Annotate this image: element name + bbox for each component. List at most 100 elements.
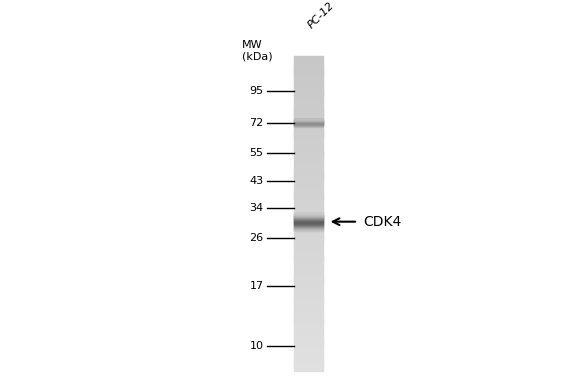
Bar	[294, 145, 323, 146]
Bar	[294, 327, 323, 328]
Bar	[294, 130, 323, 132]
Bar	[294, 275, 323, 277]
Bar	[294, 299, 323, 301]
Bar	[294, 146, 323, 147]
Bar	[294, 73, 323, 75]
Bar	[294, 324, 323, 325]
Text: 43: 43	[250, 176, 264, 186]
Bar	[294, 254, 323, 256]
Bar	[294, 132, 323, 134]
Bar	[294, 361, 323, 363]
Bar	[294, 144, 323, 145]
Bar	[294, 181, 323, 182]
Bar	[294, 355, 323, 356]
Bar	[294, 71, 323, 73]
Bar	[294, 336, 323, 338]
Bar	[294, 310, 323, 311]
Bar	[294, 274, 323, 276]
Bar	[294, 348, 323, 349]
Bar	[294, 240, 323, 242]
Bar	[294, 152, 323, 153]
Bar	[294, 325, 323, 327]
Bar	[294, 226, 323, 227]
Bar	[294, 220, 323, 221]
Bar	[294, 312, 323, 313]
Bar	[294, 290, 323, 291]
Bar	[294, 203, 323, 204]
Bar	[294, 258, 323, 260]
Bar	[294, 121, 323, 122]
Bar	[294, 102, 323, 103]
Bar	[294, 335, 323, 336]
Bar	[294, 125, 323, 126]
Bar	[294, 344, 323, 345]
Bar	[294, 212, 323, 214]
Bar	[294, 263, 323, 264]
Bar	[294, 195, 323, 197]
Bar	[294, 90, 323, 91]
Bar	[294, 294, 323, 296]
Bar	[294, 291, 323, 292]
Bar	[294, 297, 323, 299]
Bar	[294, 84, 323, 85]
Bar	[294, 107, 323, 108]
Bar	[294, 251, 323, 253]
Bar	[294, 257, 323, 259]
Bar	[294, 170, 323, 172]
Bar	[294, 316, 323, 318]
Bar	[294, 77, 323, 79]
Bar	[294, 308, 323, 309]
Bar	[294, 248, 323, 249]
Bar	[294, 126, 323, 127]
Bar	[294, 237, 323, 239]
Bar	[294, 207, 323, 208]
Bar	[294, 168, 323, 169]
Bar	[294, 148, 323, 149]
Bar	[294, 227, 323, 228]
Bar	[294, 178, 323, 180]
Bar	[294, 113, 323, 115]
Bar	[294, 278, 323, 280]
Bar	[294, 217, 323, 219]
Bar	[294, 304, 323, 305]
Bar	[294, 192, 323, 194]
Bar	[294, 231, 323, 232]
Bar	[294, 68, 323, 70]
Bar	[294, 158, 323, 159]
Bar	[294, 123, 323, 124]
Bar	[294, 269, 323, 270]
Bar	[294, 197, 323, 199]
Bar	[294, 320, 323, 322]
Bar	[294, 76, 323, 77]
Bar	[294, 106, 323, 107]
Bar	[294, 110, 323, 112]
Bar	[294, 233, 323, 234]
Bar	[294, 363, 323, 364]
Bar	[294, 317, 323, 319]
Bar	[294, 277, 323, 279]
Bar	[294, 129, 323, 130]
Bar	[294, 200, 323, 201]
Bar	[294, 342, 323, 344]
Bar	[294, 109, 323, 110]
Bar	[294, 271, 323, 272]
Bar	[294, 65, 323, 67]
Bar	[294, 349, 323, 350]
Bar	[294, 260, 323, 262]
Bar	[294, 305, 323, 306]
Bar	[294, 164, 323, 165]
Bar	[294, 279, 323, 281]
Bar	[294, 138, 323, 139]
Bar	[294, 82, 323, 83]
Bar	[294, 61, 323, 62]
Bar	[294, 298, 323, 300]
Bar	[294, 105, 323, 106]
Bar	[294, 173, 323, 175]
Bar	[294, 188, 323, 189]
Bar	[294, 98, 323, 99]
Bar	[294, 77, 323, 78]
Bar	[294, 223, 323, 224]
Bar	[294, 120, 323, 121]
Bar	[294, 100, 323, 101]
Bar	[294, 344, 323, 346]
